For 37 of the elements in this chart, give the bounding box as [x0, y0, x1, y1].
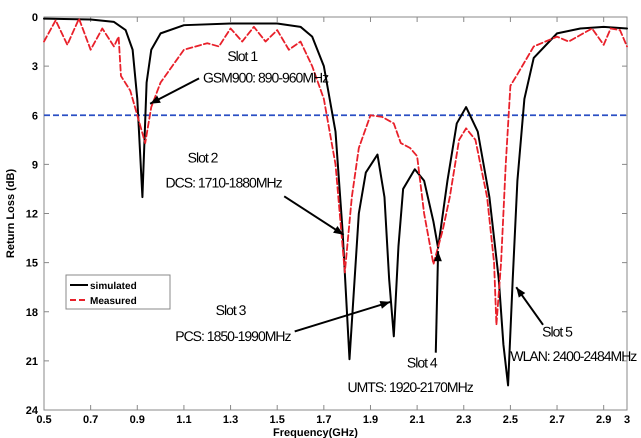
x-tick-label: 1.3 [222, 414, 238, 426]
x-tick-label: 1.7 [316, 414, 332, 426]
y-tick-label: 9 [32, 159, 38, 172]
y-tick-label: 18 [26, 306, 38, 319]
y-tick-label: 12 [26, 208, 38, 220]
y-tick-label: 0 [32, 12, 38, 24]
annotation: Slot 3 [216, 302, 247, 318]
legend-label: simulated [90, 281, 137, 292]
annotation: Slot 1 [227, 48, 258, 64]
x-tick-label: 1.9 [362, 414, 378, 426]
x-tick-label: 0.9 [130, 414, 145, 426]
annotation: Slot 4 [406, 354, 438, 370]
x-axis-title: Frequency(GHz) [273, 427, 358, 438]
legend-label: Measured [90, 296, 137, 307]
x-tick-label: 2.9 [596, 414, 612, 426]
y-tick-label: 6 [32, 110, 38, 122]
y-tick-label: 21 [26, 356, 38, 368]
x-tick-label: 0.5 [36, 414, 52, 426]
y-tick-label: 15 [26, 258, 38, 270]
annotation: PCS: 1850-1990MHz [175, 328, 292, 344]
y-tick-label: 24 [26, 405, 39, 417]
line-series [43, 18, 628, 326]
annotation: WLAN: 2400-2484MHz [510, 348, 638, 364]
x-tick-label: 2.5 [502, 414, 518, 426]
y-axis-title: Return Loss (dB) [5, 168, 17, 258]
x-tick-label: 2.1 [409, 414, 425, 426]
annotation: Slot 5 [542, 323, 574, 340]
x-tick-label: 1.1 [176, 414, 192, 426]
annotation: DCS: 1710-1880MHz [166, 174, 283, 190]
annotation: UMTS: 1920-2170MHz [348, 378, 474, 395]
x-tick-label: 3 [624, 414, 630, 426]
x-tick-label: 2.7 [549, 414, 565, 426]
x-tick-label: 0.7 [82, 414, 98, 426]
annotation: Slot 2 [188, 150, 219, 166]
x-tick-label: 1.5 [270, 414, 285, 426]
y-tick-label: 3 [32, 61, 38, 74]
x-tick-label: 2.3 [456, 414, 472, 426]
